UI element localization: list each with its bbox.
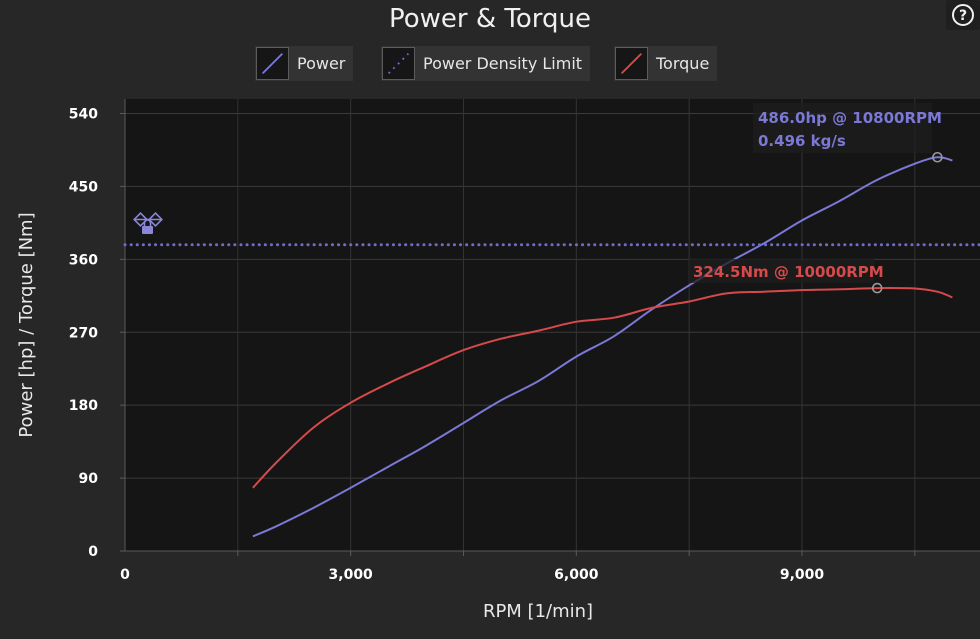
y-tick-label: 360 (69, 252, 98, 268)
peak-marker-torque (871, 282, 883, 294)
peak-marker-power (932, 151, 943, 163)
chart-title: Power & Torque (389, 4, 591, 34)
x-tick-label: 9,000 (780, 567, 825, 583)
legend-label-power: Power (297, 54, 346, 73)
torque-annotation-box (689, 259, 874, 283)
series-layer (123, 156, 980, 538)
y-tick-label: 0 (88, 544, 98, 560)
svg-text:?: ? (959, 8, 967, 24)
torque-line-swatch-icon (615, 47, 648, 80)
legend-label-torque: Torque (656, 54, 710, 73)
y-tick-label: 90 (79, 471, 99, 487)
legend-item-power-density-limit[interactable]: Power Density Limit (381, 46, 591, 81)
series-power (252, 156, 953, 538)
marker-layer (871, 151, 943, 294)
power-line-swatch-icon (256, 47, 289, 80)
legend-item-torque[interactable]: Torque (614, 46, 718, 81)
axes: 0 90 180 270 360 450 540 0 3,000 6,000 9,000 (69, 99, 980, 583)
x-axis-title: RPM [1/min] (483, 601, 593, 622)
help-button[interactable]: ? (946, 0, 980, 30)
x-tick-label: 0 (120, 567, 130, 583)
y-axis-title: Power [hp] / Torque [Nm] (16, 212, 37, 437)
series-torque (252, 287, 953, 489)
pistons-lock-icon (133, 212, 163, 234)
y-tick-label: 450 (69, 179, 98, 195)
x-tick-label: 6,000 (554, 567, 599, 583)
y-tick-label: 180 (69, 398, 98, 414)
help-icon: ? (952, 4, 974, 26)
y-tick-label: 540 (69, 107, 98, 123)
x-tick-label: 3,000 (329, 567, 374, 583)
power-annotation-box (753, 103, 932, 153)
power-peak-annotation: 486.0hp @ 10800RPM (758, 109, 942, 127)
legend-item-power[interactable]: Power (255, 46, 354, 81)
mass-flow-annotation: 0.496 kg/s (758, 132, 846, 150)
dotted-line-swatch-icon (382, 47, 415, 80)
y-tick-label: 270 (69, 325, 98, 341)
annotations: 486.0hp @ 10800RPM 0.496 kg/s 324.5Nm @ … (689, 103, 942, 283)
plot-background (125, 99, 980, 551)
torque-peak-annotation: 324.5Nm @ 10000RPM (693, 263, 884, 281)
legend-label-power-density-limit: Power Density Limit (423, 54, 583, 73)
